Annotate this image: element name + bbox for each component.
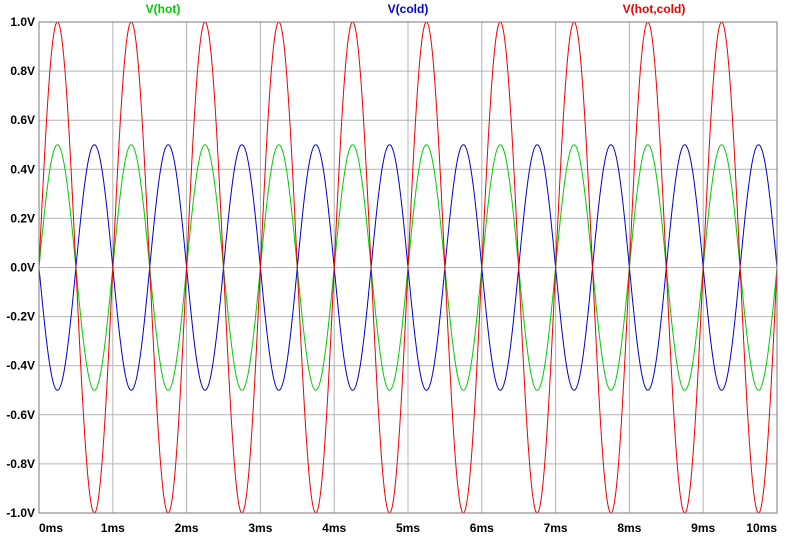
y-tick-label: 0.6V bbox=[10, 113, 35, 127]
x-tick-label: 4ms bbox=[322, 521, 346, 535]
y-tick-label: 0.2V bbox=[10, 211, 35, 225]
y-tick-label: 0.4V bbox=[10, 162, 35, 176]
y-tick-label: -1.0V bbox=[6, 506, 35, 520]
x-tick-label: 0ms bbox=[39, 521, 63, 535]
x-tick-label: 3ms bbox=[248, 521, 272, 535]
x-tick-label: 10ms bbox=[746, 521, 777, 535]
x-tick-label: 9ms bbox=[691, 521, 715, 535]
legend-entry: V(cold) bbox=[388, 2, 429, 16]
x-tick-label: 8ms bbox=[617, 521, 641, 535]
y-axis-tick-labels: 1.0V 0.8V 0.6V 0.4V 0.2V 0.0V -0.2V -0.4V -0.6V -… bbox=[6, 15, 35, 520]
x-tick-label: 7ms bbox=[544, 521, 568, 535]
y-tick-label: 0.0V bbox=[10, 261, 35, 275]
legend-entry: V(hot) bbox=[146, 2, 181, 16]
x-tick-label: 6ms bbox=[470, 521, 494, 535]
x-tick-label: 1ms bbox=[101, 521, 125, 535]
x-tick-label: 2ms bbox=[175, 521, 199, 535]
legend-entry: V(hot,cold) bbox=[623, 2, 686, 16]
x-tick-label: 5ms bbox=[396, 521, 420, 535]
x-axis-tick-labels: 0ms 1ms 2ms 3ms 4ms 5ms 6ms 7ms 8ms 9ms 10ms bbox=[39, 521, 777, 535]
y-tick-label: -0.2V bbox=[6, 310, 35, 324]
y-tick-label: 1.0V bbox=[10, 15, 35, 29]
y-tick-label: -0.6V bbox=[6, 408, 35, 422]
y-tick-label: -0.8V bbox=[6, 457, 35, 471]
legend: V(hot) V(cold) V(hot,cold) bbox=[146, 2, 686, 16]
y-tick-label: -0.4V bbox=[6, 359, 35, 373]
y-tick-label: 0.8V bbox=[10, 64, 35, 78]
